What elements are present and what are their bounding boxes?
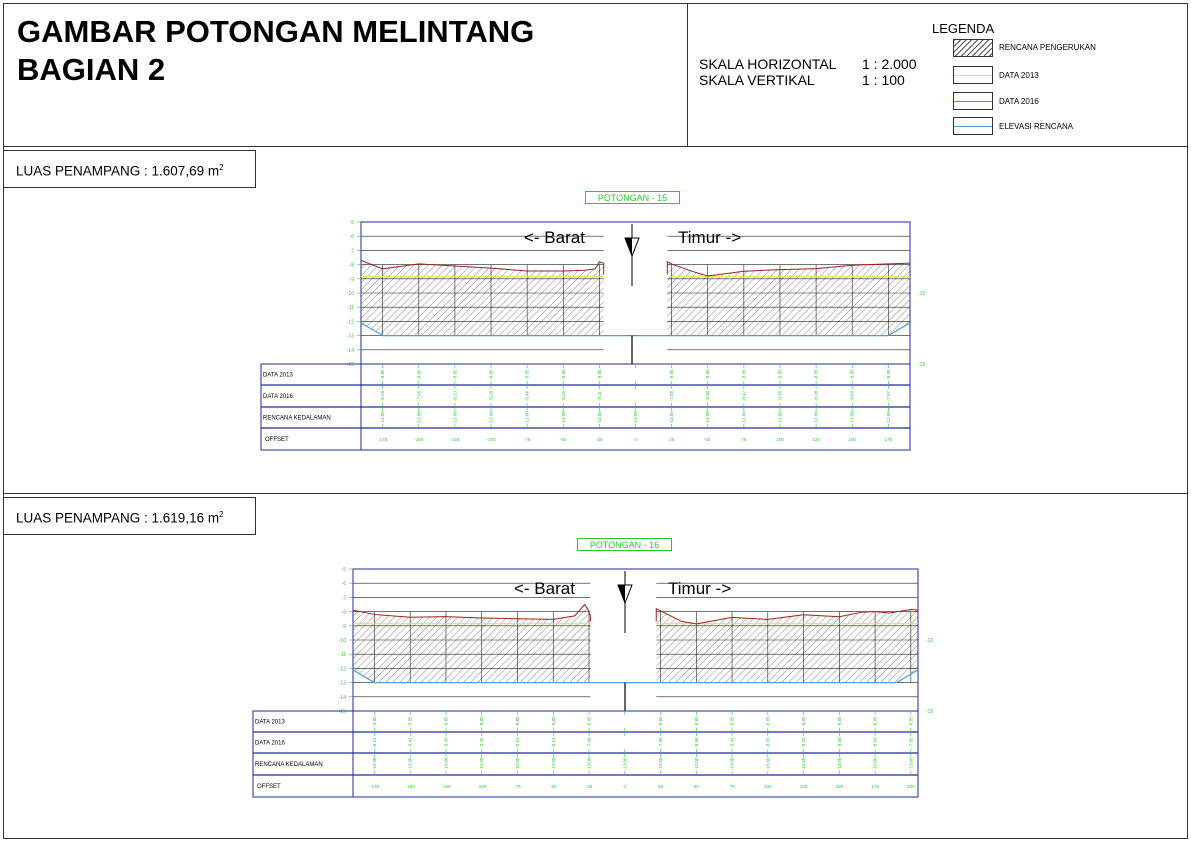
scale-block: SKALA HORIZONTAL 1 : 2.000 SKALA VERTIKA… <box>699 56 917 88</box>
legend-swatch-elevasi <box>953 117 993 135</box>
legend-swatch-hatch <box>953 39 993 57</box>
area-label-16: LUAS PENAMPANG : 1.619,16 m2 <box>3 497 256 535</box>
title-block: GAMBAR POTONGAN MELINTANG BAGIAN 2 <box>3 3 688 146</box>
legend-swatch-data-2013 <box>953 66 993 84</box>
legend-swatch-data-2016 <box>953 92 993 110</box>
area-text-15: LUAS PENAMPANG : 1.607,69 m <box>16 163 220 179</box>
legend-title: LEGENDA <box>932 21 995 36</box>
scale-vertical-value: 1 : 100 <box>862 72 905 88</box>
area-unit-16: 2 <box>219 510 224 519</box>
scale-horizontal-label: SKALA HORIZONTAL <box>699 56 837 72</box>
legend-label-data-2013: DATA 2013 <box>999 71 1039 80</box>
drawing-frame <box>3 3 1188 839</box>
area-unit-15: 2 <box>219 163 224 172</box>
legend-label-rencana-pengerukan: RENCANA PENGERUKAN <box>999 43 1096 52</box>
section-divider <box>3 493 1188 494</box>
chart-title-15: POTONGAN - 15 <box>585 191 680 204</box>
scale-vertical-label: SKALA VERTIKAL <box>699 72 815 88</box>
title-line-2: BAGIAN 2 <box>17 52 166 87</box>
drawing-header: GAMBAR POTONGAN MELINTANG BAGIAN 2 SKALA… <box>3 3 1188 147</box>
scale-horizontal-value: 1 : 2.000 <box>862 56 917 72</box>
chart-title-16: POTONGAN - 16 <box>577 538 672 551</box>
legend-label-data-2016: DATA 2016 <box>999 97 1039 106</box>
page-title: GAMBAR POTONGAN MELINTANG BAGIAN 2 <box>17 13 534 89</box>
title-line-1: GAMBAR POTONGAN MELINTANG <box>17 14 535 49</box>
legend-label-elevasi-rencana: ELEVASI RENCANA <box>999 122 1074 131</box>
area-label-15: LUAS PENAMPANG : 1.607,69 m2 <box>3 150 256 188</box>
area-text-16: LUAS PENAMPANG : 1.619,16 m <box>16 510 220 526</box>
